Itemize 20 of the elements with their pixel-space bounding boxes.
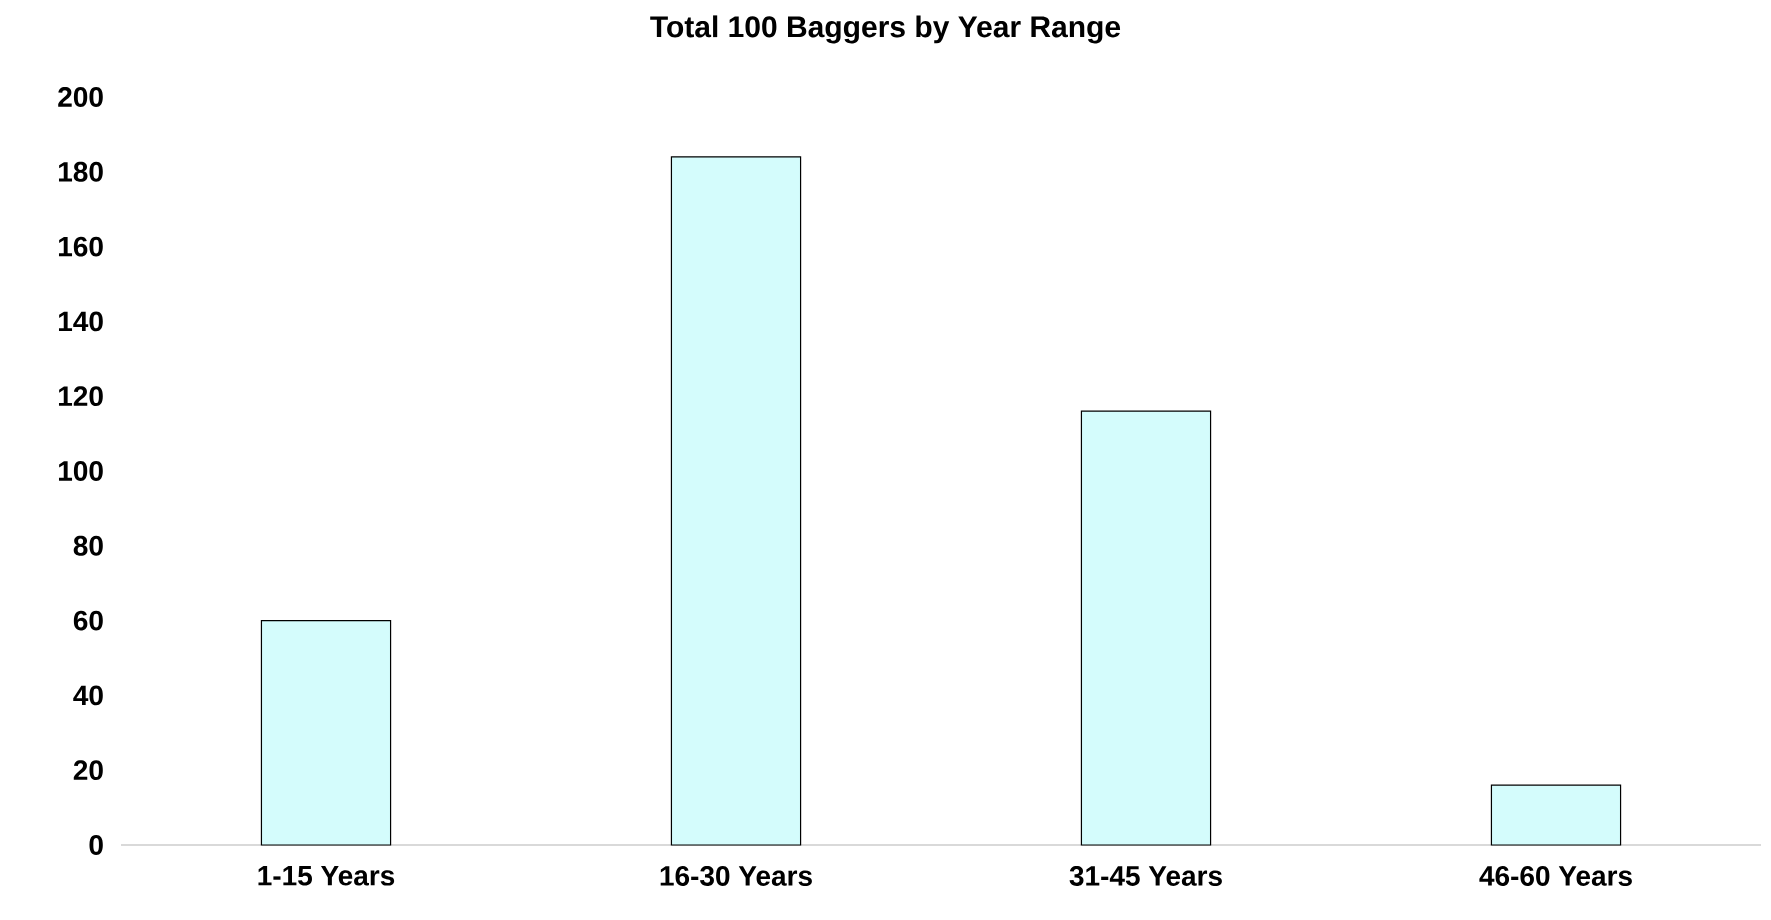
chart-title: Total 100 Baggers by Year Range bbox=[650, 15, 1121, 44]
x-tick-label: 46-60 Years bbox=[1479, 866, 1632, 886]
bar bbox=[670, 156, 802, 846]
y-tick-label: 20 bbox=[73, 760, 103, 781]
y-tick-label: 60 bbox=[73, 610, 103, 631]
bar bbox=[1080, 410, 1212, 846]
y-tick-label: 80 bbox=[73, 535, 103, 556]
y-tick-label: 100 bbox=[58, 461, 103, 481]
bar bbox=[1490, 784, 1622, 846]
y-tick-label: 180 bbox=[58, 161, 103, 182]
y-tick-label: 200 bbox=[58, 87, 103, 107]
y-tick-label: 40 bbox=[73, 685, 103, 706]
y-tick-label: 140 bbox=[58, 311, 103, 332]
x-tick-label: 1-15 Years bbox=[258, 866, 395, 886]
y-tick-label: 0 bbox=[89, 835, 103, 855]
x-tick-label: 16-30 Years bbox=[660, 866, 812, 886]
y-tick-label: 160 bbox=[58, 236, 103, 257]
x-tick-label: 31-45 Years bbox=[1069, 866, 1222, 886]
bar bbox=[260, 619, 392, 846]
y-tick-label: 120 bbox=[58, 386, 103, 407]
